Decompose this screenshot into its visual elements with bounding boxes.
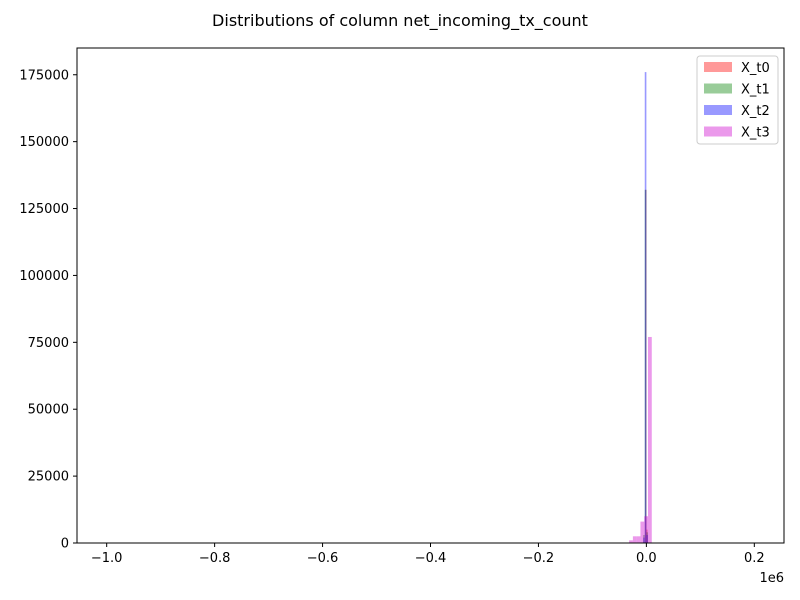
legend-label-x-t0: X_t0 [741, 61, 770, 76]
x-tick-label: −0.4 [415, 551, 447, 566]
legend-box [696, 55, 779, 145]
y-tick-label: 150000 [19, 135, 69, 150]
y-tick-label: 0 [61, 537, 69, 552]
x-axis: −1.0 −0.8 −0.6 −0.4 −0.2 0.0 0.2 [91, 543, 765, 566]
x-tick-label: 0.0 [636, 551, 657, 566]
legend-swatch-x-t2 [704, 105, 732, 115]
legend: X_t0 X_t1 X_t2 X_t3 [696, 55, 779, 145]
bar-x-t3-5 [647, 336, 652, 543]
bar-x-t1-1 [644, 189, 647, 544]
y-tick-label: 25000 [28, 470, 69, 485]
x-tick-label: −0.8 [199, 551, 231, 566]
bar-x-t2-0 [643, 537, 645, 543]
bar-x-t3-2 [636, 536, 641, 543]
y-tick-label: 100000 [19, 269, 69, 284]
bar-x-t3-4 [644, 516, 648, 543]
y-tick-label: 175000 [19, 68, 69, 83]
bar-x-t3-3 [640, 521, 645, 543]
x-tick-label: 0.2 [744, 551, 765, 566]
bar-x-t0-0 [645, 189, 647, 544]
bar-x-t3-0 [629, 540, 633, 543]
legend-label-x-t1: X_t1 [741, 83, 770, 98]
bar-x-t3-1 [632, 536, 637, 543]
bar-x-t1-2 [646, 532, 648, 543]
y-tick-label: 125000 [19, 202, 69, 217]
bar-x-t1-0 [643, 534, 645, 543]
x-offset-label: 1e6 [759, 571, 784, 586]
y-tick-label: 50000 [28, 403, 69, 418]
chart-title: Distributions of column net_incoming_tx_… [212, 11, 588, 31]
bar-x-t2-1 [644, 72, 647, 543]
bar-x-t0-1 [646, 529, 648, 543]
x-tick-label: −1.0 [91, 551, 123, 566]
legend-swatch-x-t3 [704, 126, 732, 137]
bars-group [629, 72, 652, 544]
legend-swatch-x-t0 [704, 62, 732, 72]
legend-swatch-x-t1 [704, 83, 732, 94]
y-tick-label: 75000 [28, 336, 69, 351]
legend-label-x-t3: X_t3 [741, 126, 770, 141]
bar-x-t2-2 [646, 534, 648, 543]
x-tick-label: −0.2 [523, 551, 555, 566]
x-tick-label: −0.6 [307, 551, 339, 566]
legend-label-x-t2: X_t2 [741, 104, 770, 119]
y-axis: 0 25000 50000 75000 100000 125000 150000 175000 [19, 68, 77, 552]
